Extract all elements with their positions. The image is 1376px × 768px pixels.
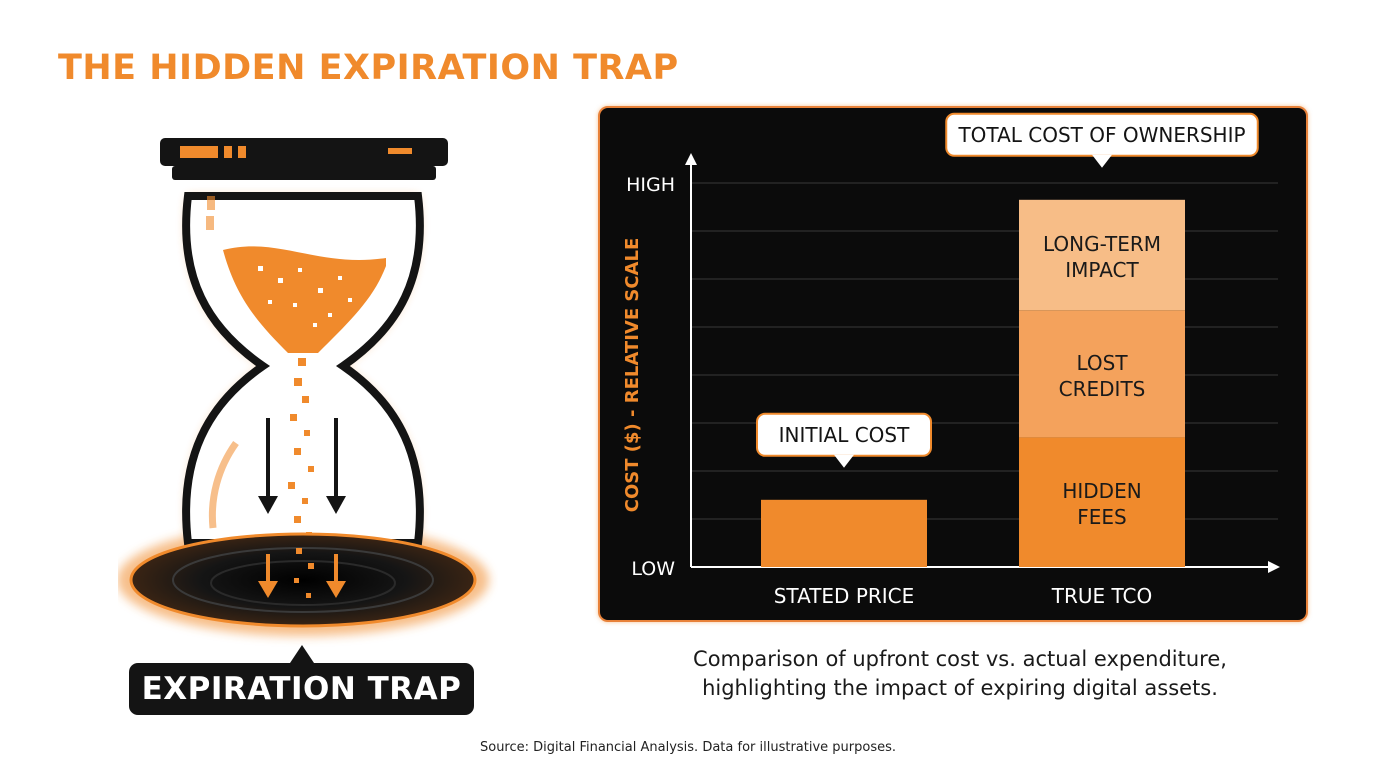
bar-segment bbox=[1019, 437, 1185, 567]
page-title: THE HIDDEN EXPIRATION TRAP bbox=[58, 48, 679, 88]
y-tick-label: HIGH bbox=[626, 174, 675, 196]
y-axis-arrow bbox=[685, 153, 697, 165]
chart-panel: LOW HIGH COST ($) - RELATIVE SCALE STATED P… bbox=[598, 106, 1308, 622]
bar-segment bbox=[1019, 199, 1185, 311]
source-note: Source: Digital Financial Analysis. Data… bbox=[479, 740, 897, 755]
y-tick-label: LOW bbox=[631, 558, 675, 580]
segment-label: IMPACT bbox=[1065, 258, 1139, 282]
x-tick-label: TRUE TCO bbox=[1051, 584, 1153, 608]
segment-label: CREDITS bbox=[1059, 377, 1146, 401]
callout-label: TOTAL COST OF OWNERSHIP bbox=[957, 123, 1245, 147]
bar-segment bbox=[1019, 310, 1185, 438]
segment-label: LONG-TERM bbox=[1043, 232, 1161, 256]
expiration-trap-label: EXPIRATION TRAP bbox=[129, 663, 474, 715]
callout-pointer bbox=[834, 454, 854, 468]
x-axis-arrow bbox=[1268, 561, 1280, 573]
segment-label: LOST bbox=[1076, 351, 1128, 375]
segment-label: HIDDEN bbox=[1062, 479, 1141, 503]
chart-caption: Comparison of upfront cost vs. actual ex… bbox=[693, 647, 1227, 700]
callout-label: INITIAL COST bbox=[779, 423, 910, 447]
bar-segment bbox=[761, 499, 927, 567]
callout-pointer bbox=[1092, 154, 1112, 168]
hourglass-icon bbox=[118, 138, 489, 636]
tco-bar-chart: LOW HIGH COST ($) - RELATIVE SCALE STATED P… bbox=[622, 112, 1280, 608]
y-axis-label: COST ($) - RELATIVE SCALE bbox=[622, 238, 643, 513]
x-tick-label: STATED PRICE bbox=[774, 584, 915, 608]
trap-label-pointer bbox=[290, 645, 314, 663]
segment-label: FEES bbox=[1077, 505, 1126, 529]
